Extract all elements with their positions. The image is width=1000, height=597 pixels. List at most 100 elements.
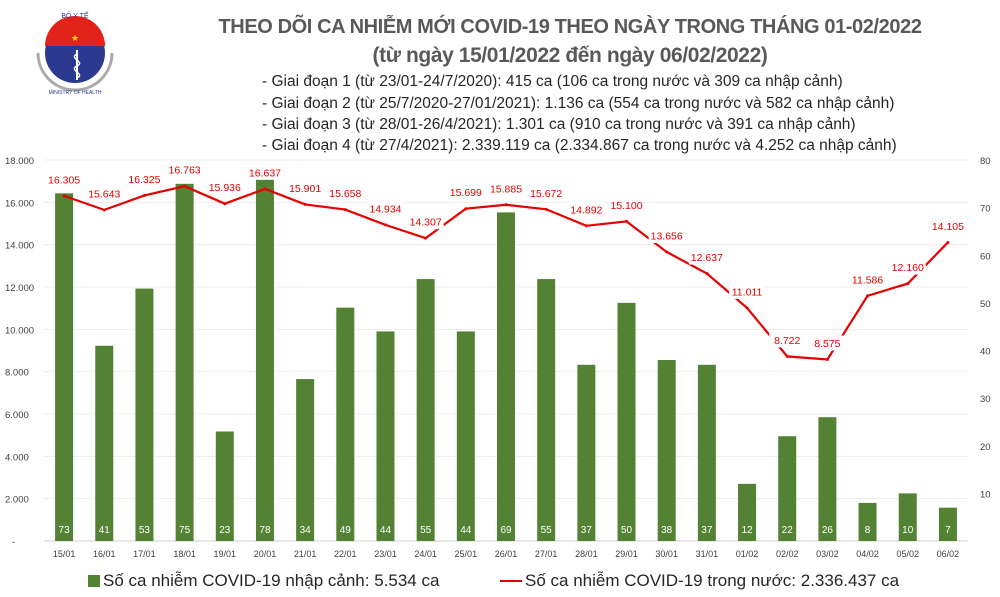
x-axis-tick: 23/01	[374, 549, 397, 559]
line-data-label: 14.307	[410, 217, 442, 229]
bar	[537, 279, 556, 541]
line-point	[62, 194, 66, 198]
bar	[858, 502, 877, 541]
bar-data-label: 44	[380, 525, 392, 536]
bar-data-label: 10	[902, 525, 914, 536]
bar	[697, 364, 716, 541]
logo-ring	[36, 52, 114, 92]
bar	[577, 364, 596, 541]
x-axis-tick: 04/02	[856, 549, 879, 559]
line-point	[745, 306, 749, 310]
x-axis-tick: 27/01	[535, 549, 558, 559]
x-axis-tick: 21/01	[294, 549, 317, 559]
line-label-box	[608, 197, 645, 213]
x-axis-tick: 19/01	[214, 549, 237, 559]
logo-top-text: BỘ Y TẾ	[61, 10, 89, 20]
ministry-of-health-logo: ★ BỘ Y TẾ MINISTRY OF HEALTH	[36, 10, 114, 96]
bar-data-label: 78	[259, 525, 271, 536]
line-label-box	[367, 200, 404, 216]
line-point	[102, 208, 106, 212]
left-axis-tick: 8.000	[5, 368, 29, 379]
line-point	[142, 193, 146, 197]
line-point	[504, 203, 508, 207]
x-axis-tick: 05/02	[896, 549, 919, 559]
line-label-box	[729, 283, 766, 299]
line-label-box	[849, 271, 886, 287]
line-data-label: 16.637	[249, 167, 281, 179]
phase-3-text: - Giai đoạn 3 (từ 28/01-26/4/2021): 1.30…	[262, 116, 856, 133]
left-axis-tick: 18.000	[5, 156, 34, 167]
line-point	[946, 240, 950, 244]
line-label-box	[327, 185, 364, 201]
bar-data-label: 49	[340, 525, 352, 536]
legend-line-label: Số ca nhiễm COVID-19 trong nước: 2.336.4…	[525, 571, 900, 590]
x-axis-tick: 30/01	[655, 549, 678, 559]
line-data-label: 15.643	[88, 188, 120, 200]
line-data-label: 14.934	[369, 203, 401, 215]
bar	[738, 483, 757, 541]
line-point	[383, 223, 387, 227]
left-axis-tick: -	[12, 537, 15, 548]
line-point	[544, 207, 548, 211]
logo-red-band	[45, 16, 105, 46]
line-data-label: 16.305	[48, 174, 80, 186]
right-axis-tick: 60	[980, 251, 991, 262]
line-data-label: 15.100	[610, 200, 642, 212]
chart-subtitle: (từ ngày 15/01/2022 đến ngày 06/02/2022)	[372, 44, 768, 67]
bar	[456, 331, 475, 541]
x-axis-tick: 03/02	[816, 549, 839, 559]
line-label-box	[287, 180, 324, 196]
bar	[175, 183, 194, 541]
bar	[898, 493, 917, 541]
bar	[296, 379, 315, 541]
legend-bar-label: Số ca nhiễm COVID-19 nhập cảnh: 5.534 ca	[103, 571, 440, 590]
line-data-label: 11.586	[852, 274, 883, 286]
bar-data-label: 7	[945, 525, 951, 536]
line-point	[263, 187, 267, 191]
legend-bar: Số ca nhiễm COVID-19 nhập cảnh: 5.534 ca	[88, 571, 439, 591]
left-axis-tick: 14.000	[5, 241, 34, 252]
line-data-label: 14.105	[932, 221, 964, 233]
right-axis-tick: 30	[980, 394, 991, 405]
line-data-label: 15.658	[329, 188, 361, 200]
x-axis-tick: 24/01	[414, 549, 437, 559]
bar-data-label: 50	[621, 525, 633, 536]
bar-data-label: 12	[741, 525, 753, 536]
x-axis-tick: 16/01	[93, 549, 116, 559]
line-label-box	[648, 227, 685, 243]
line-data-label: 14.892	[570, 204, 602, 216]
line-label-box	[246, 164, 283, 180]
line-label-box	[568, 201, 605, 217]
bar	[617, 302, 636, 541]
line-label-box	[809, 335, 846, 351]
line-data-label: 12.160	[892, 262, 924, 274]
line-label-box	[206, 179, 243, 195]
line-data-label: 8.722	[774, 335, 800, 347]
bar	[336, 307, 355, 541]
line-point	[183, 184, 187, 188]
left-axis-tick: 6.000	[5, 410, 29, 421]
left-axis-tick: 10.000	[5, 325, 34, 336]
bar-data-label: 55	[541, 525, 553, 536]
x-axis-tick: 06/02	[937, 549, 960, 559]
line-point	[825, 357, 829, 361]
line-label-box	[126, 171, 163, 187]
line-point	[343, 208, 347, 212]
right-axis-tick: 50	[980, 299, 991, 310]
line-data-label: 8.575	[814, 338, 840, 350]
line-data-label: 16.325	[128, 174, 160, 186]
legend-line: Số ca nhiễm COVID-19 trong nước: 2.336.4…	[500, 571, 899, 591]
line-point	[303, 202, 307, 206]
line-data-label: 15.885	[490, 183, 522, 195]
line-point	[665, 250, 669, 254]
bar	[778, 436, 797, 541]
bar-data-label: 41	[99, 525, 111, 536]
bar	[376, 331, 395, 541]
line-data-label: 13.656	[651, 230, 683, 242]
line-data-label: 15.699	[450, 187, 482, 199]
right-axis-tick: 20	[980, 442, 991, 453]
phase-2-text: - Giai đoạn 2 (từ 25/7/2020-27/01/2021):…	[262, 95, 895, 112]
line-point	[584, 224, 588, 228]
